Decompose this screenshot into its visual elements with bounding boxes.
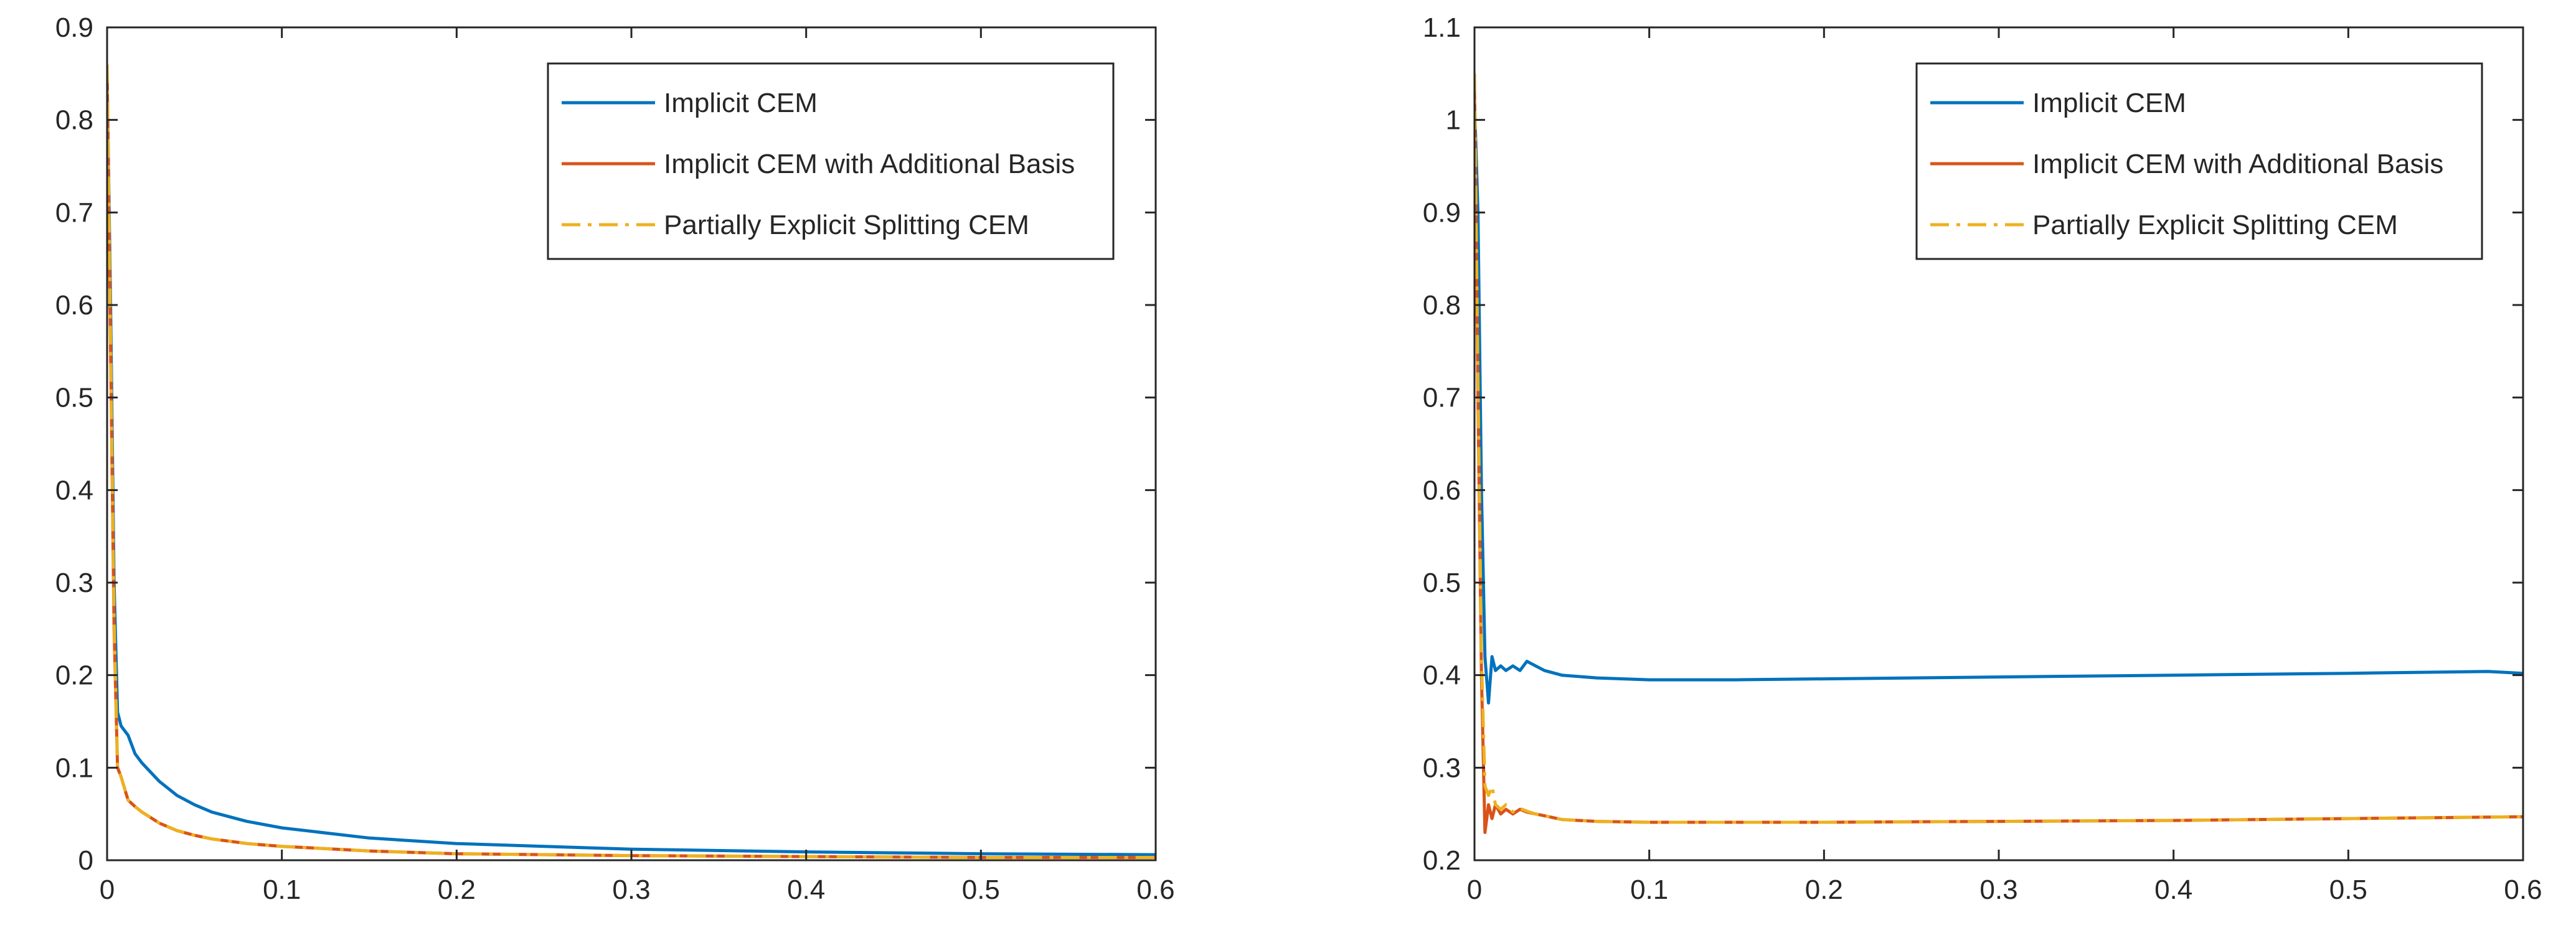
x-tick-label: 0 bbox=[100, 875, 115, 905]
y-tick-label: 1 bbox=[1446, 105, 1461, 136]
chart-right: 0 0.1 0.2 0.3 0.4 0.5 0.6 0.2 0.3 0.4 0.5 0.6 0.7 0.8… bbox=[1423, 12, 2542, 905]
legend-box bbox=[547, 62, 1115, 260]
x-tick-label: 0.4 bbox=[2154, 875, 2192, 905]
series-line-3 bbox=[107, 64, 1156, 859]
y-tick-label: 0.3 bbox=[1423, 753, 1461, 783]
y-tick-label: 0.6 bbox=[1423, 475, 1461, 505]
y-tick-label: 0 bbox=[78, 845, 93, 876]
x-tick-label: 0.6 bbox=[1136, 875, 1174, 905]
legend: Implicit CEM Implicit CEM with Additional… bbox=[1915, 62, 2483, 260]
x-tick-label: 0.5 bbox=[2329, 875, 2367, 905]
y-tick-label: 0.1 bbox=[55, 753, 93, 783]
series-line-1 bbox=[107, 73, 1156, 856]
y-tick-label: 0.5 bbox=[1423, 568, 1461, 598]
y-tick-label: 0.4 bbox=[55, 475, 93, 505]
y-tick-label: 1.1 bbox=[1423, 12, 1461, 43]
x-tick-label: 0.2 bbox=[1805, 875, 1843, 905]
y-tick-label: 0.2 bbox=[55, 660, 93, 691]
x-tick-label: 0.4 bbox=[787, 875, 825, 905]
y-tick-label: 0.8 bbox=[1423, 290, 1461, 321]
legend-label-2: Implicit CEM with Additional Basis bbox=[664, 149, 1075, 179]
legend-label-3: Partially Explicit Splitting CEM bbox=[2032, 210, 2398, 240]
y-tick-label: 0.5 bbox=[55, 383, 93, 413]
legend-label-3: Partially Explicit Splitting CEM bbox=[664, 210, 1029, 240]
y-tick-label: 0.2 bbox=[1423, 845, 1461, 876]
legend-label-1: Implicit CEM bbox=[2032, 88, 2186, 118]
legend-label-2: Implicit CEM with Additional Basis bbox=[2032, 149, 2443, 179]
chart-left: 0 0.1 0.2 0.3 0.4 0.5 0.6 0 0.1 0.2 0.3 0.4 0.5 0.6 0.… bbox=[55, 12, 1175, 905]
y-tick-label: 0.8 bbox=[55, 105, 93, 136]
series-line-3 bbox=[1474, 73, 2523, 824]
y-tick-label: 0.7 bbox=[1423, 383, 1461, 413]
y-tick-label: 0.4 bbox=[1423, 660, 1461, 691]
legend: Implicit CEM Implicit CEM with Additional… bbox=[547, 62, 1115, 260]
y-tick-label: 0.9 bbox=[1423, 197, 1461, 228]
y-tick-label: 0.7 bbox=[55, 197, 93, 228]
legend-box bbox=[1915, 62, 2483, 260]
legend-label-1: Implicit CEM bbox=[664, 88, 818, 118]
x-tick-label: 0.3 bbox=[612, 875, 650, 905]
x-tick-label: 0.5 bbox=[962, 875, 1000, 905]
y-tick-label: 0.9 bbox=[55, 12, 93, 43]
x-tick-label: 0.1 bbox=[1630, 875, 1668, 905]
y-tick-label: 0.6 bbox=[55, 290, 93, 321]
x-tick-label: 0.1 bbox=[263, 875, 301, 905]
y-tick-label: 0.3 bbox=[55, 568, 93, 598]
series-line-1 bbox=[1474, 101, 2523, 705]
x-tick-label: 0.3 bbox=[1979, 875, 2017, 905]
x-tick-label: 0 bbox=[1467, 875, 1482, 905]
x-tick-label: 0.6 bbox=[2504, 875, 2542, 905]
x-tick-label: 0.2 bbox=[438, 875, 476, 905]
